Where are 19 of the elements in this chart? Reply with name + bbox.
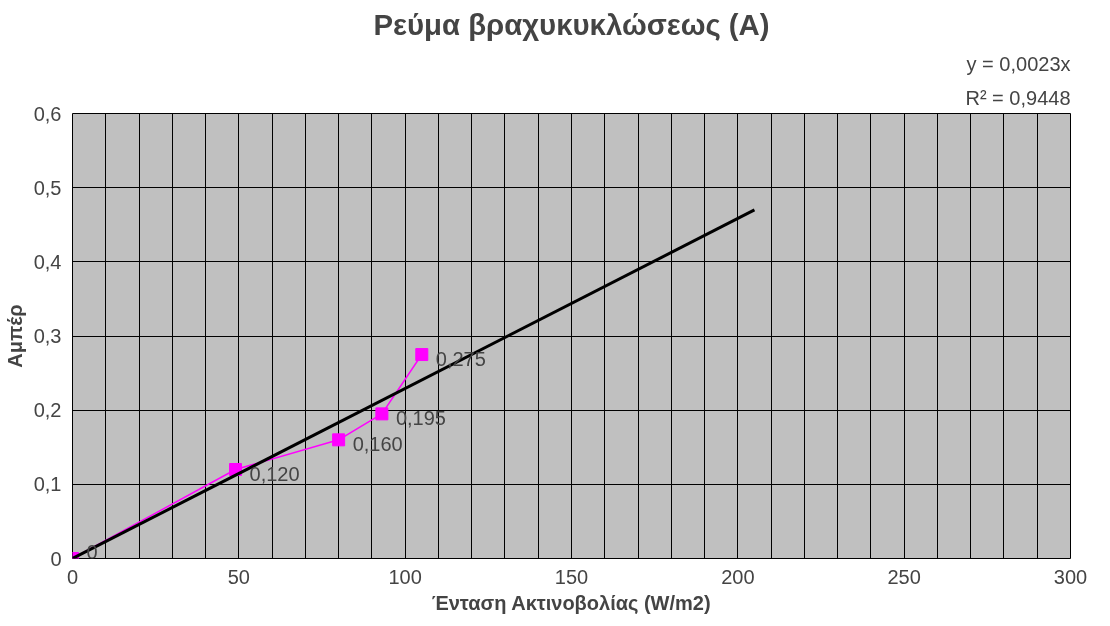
y-tick-label: 0,2 <box>33 399 62 422</box>
y-tick-label: 0,3 <box>33 325 62 347</box>
y-tick-label: 0,4 <box>33 250 62 273</box>
y-tick-label: 0,5 <box>33 176 62 199</box>
x-tick-label: 300 <box>1053 565 1088 588</box>
y-tick-label: 0 <box>50 547 62 570</box>
x-tick-label: 100 <box>388 565 422 588</box>
x-tick-label: 200 <box>721 565 755 588</box>
text: R² = 0,9448 <box>965 86 1071 109</box>
x-tick-label: 50 <box>227 565 250 588</box>
y-axis-title: Αμπέρ <box>3 304 26 368</box>
x-tick-label: 0 <box>66 565 79 588</box>
x-tick-label: 250 <box>887 565 921 588</box>
text: y = 0,0023x <box>966 52 1071 75</box>
x-axis-title: Ένταση Ακτινοβολίας (W/m2) <box>431 591 711 614</box>
x-tick-label: 150 <box>554 565 589 588</box>
chart-title: Ρεύμα βραχυκυκλώσεως (A) <box>373 7 770 41</box>
y-tick-label: 0,1 <box>33 473 62 496</box>
y-tick-label: 0,6 <box>33 102 62 125</box>
